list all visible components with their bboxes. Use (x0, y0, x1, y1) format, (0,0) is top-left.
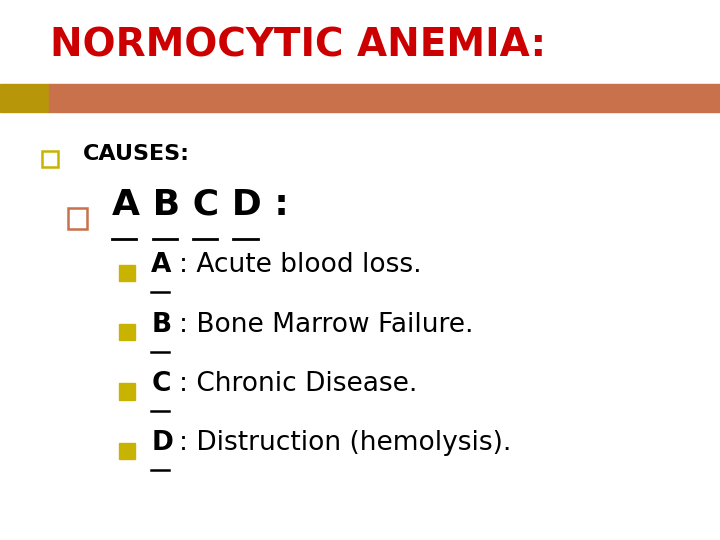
Text: CAUSES:: CAUSES: (83, 144, 190, 164)
Text: NORMOCYTIC ANEMIA:: NORMOCYTIC ANEMIA: (50, 27, 546, 65)
Text: : Chronic Disease.: : Chronic Disease. (179, 371, 417, 397)
Text: C: C (151, 371, 171, 397)
Text: : Distruction (hemolysis).: : Distruction (hemolysis). (179, 430, 511, 456)
Text: : Acute blood loss.: : Acute blood loss. (179, 252, 421, 278)
Text: D: D (151, 430, 173, 456)
Text: A B C D :: A B C D : (112, 187, 288, 221)
Text: B: B (151, 312, 171, 338)
Text: : Bone Marrow Failure.: : Bone Marrow Failure. (179, 312, 473, 338)
Text: A: A (151, 252, 171, 278)
